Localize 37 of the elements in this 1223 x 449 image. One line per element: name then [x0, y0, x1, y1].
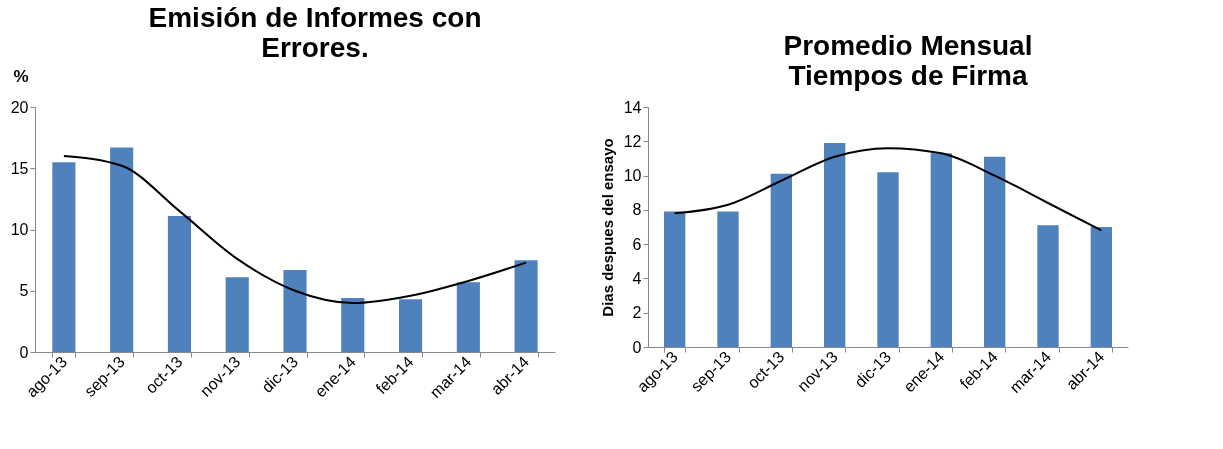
bar: [877, 172, 899, 347]
line-series: [673, 147, 1103, 232]
y-tick-label: 8: [632, 201, 642, 219]
bar: [1090, 227, 1112, 347]
y-axis-title: Dias despues del ensayo: [598, 138, 616, 317]
bar: [1037, 225, 1059, 347]
bar: [717, 211, 739, 347]
chart-title: Emisión de Informes con Errores.: [148, 2, 482, 63]
y-tick-label: 14: [623, 98, 642, 116]
bar: [514, 260, 538, 352]
bar: [341, 298, 365, 352]
y-tick-label: 20: [10, 98, 29, 116]
y-tick-label: 5: [19, 282, 29, 300]
bar: [225, 277, 249, 352]
bar: [167, 216, 191, 352]
chart-title: Promedio Mensual Tiempos de Firma: [783, 30, 1033, 91]
y-tick-label: 10: [623, 167, 642, 185]
bar: [283, 269, 307, 352]
line-series: [62, 155, 528, 304]
bar: [984, 156, 1006, 347]
bar: [930, 153, 952, 347]
y-tick-label: 2: [632, 304, 642, 322]
y-tick-label: 15: [10, 159, 29, 177]
bar: [52, 162, 76, 352]
y-tick-label: 4: [632, 269, 642, 287]
bar: [110, 147, 134, 352]
y-tick-label: 12: [623, 132, 642, 150]
bar: [456, 282, 480, 352]
bar: [824, 143, 846, 347]
bar: [664, 211, 686, 347]
y-tick-label: 0: [19, 343, 29, 361]
y-tick-label: 6: [632, 235, 642, 253]
y-axis-title: %: [13, 66, 29, 86]
bar: [770, 173, 792, 347]
bar: [399, 299, 423, 352]
y-tick-label: 10: [10, 221, 29, 238]
y-tick-label: 0: [632, 338, 642, 356]
